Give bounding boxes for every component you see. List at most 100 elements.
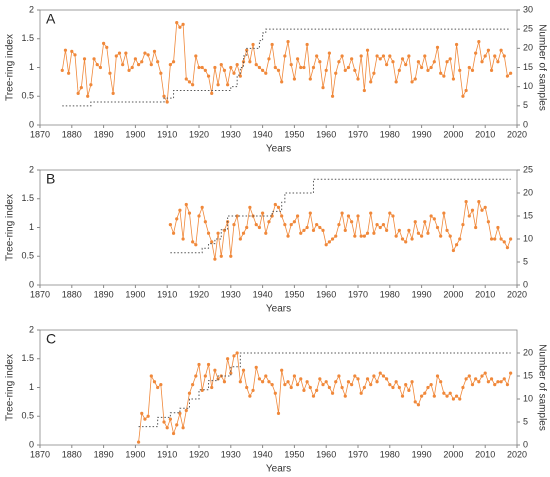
data-point <box>305 380 309 384</box>
data-point <box>400 237 405 241</box>
data-point <box>267 220 271 224</box>
data-point <box>454 243 459 247</box>
data-point <box>302 388 306 392</box>
data-point <box>343 68 347 72</box>
data-point <box>206 231 211 235</box>
y-tick-label: 0 <box>29 439 34 449</box>
data-point <box>206 362 211 367</box>
data-point <box>264 71 268 75</box>
data-point <box>365 48 370 52</box>
data-point <box>451 77 455 81</box>
data-point <box>295 214 300 218</box>
data-point <box>273 65 277 70</box>
x-tick-label: 1930 <box>221 129 241 139</box>
data-point <box>248 394 252 398</box>
data-point <box>337 223 341 227</box>
y-tick-label: 2 <box>29 164 34 174</box>
data-point <box>353 234 357 238</box>
data-point <box>270 383 274 387</box>
data-point <box>483 205 487 209</box>
x-tick-label: 2000 <box>443 289 463 299</box>
y2-tick-label: 5 <box>523 100 528 110</box>
data-point <box>442 391 446 395</box>
data-point <box>280 214 284 218</box>
data-point <box>302 65 306 70</box>
data-point <box>340 211 344 215</box>
data-point <box>509 237 513 241</box>
x-tick-label: 1980 <box>380 449 400 459</box>
data-point <box>416 231 421 235</box>
data-point <box>337 374 341 378</box>
data-point <box>496 60 500 64</box>
data-point <box>222 380 227 384</box>
data-point <box>334 71 338 75</box>
data-point <box>222 228 227 232</box>
x-tick-label: 1980 <box>380 129 400 139</box>
data-point <box>108 71 112 75</box>
data-point <box>385 228 389 232</box>
data-point <box>445 394 449 398</box>
data-point <box>308 211 312 215</box>
data-point <box>362 234 366 238</box>
data-point <box>435 45 440 49</box>
data-point <box>82 57 87 61</box>
data-point <box>248 205 252 209</box>
data-point <box>162 94 166 98</box>
x-tick-label: 1990 <box>412 289 432 299</box>
data-point <box>407 54 411 58</box>
y2-tick-label: 15 <box>523 370 533 380</box>
data-point <box>168 417 172 421</box>
data-point <box>254 63 258 67</box>
data-point <box>432 394 436 398</box>
data-point <box>493 54 497 58</box>
data-point <box>359 391 363 395</box>
data-point <box>346 380 351 384</box>
data-point <box>356 77 360 81</box>
data-point <box>413 77 417 81</box>
data-point <box>89 83 93 87</box>
data-point <box>448 57 452 61</box>
data-point <box>362 385 366 390</box>
data-point <box>442 74 446 78</box>
data-point <box>76 91 80 95</box>
data-point <box>280 368 284 372</box>
data-point <box>175 423 179 427</box>
data-point <box>146 414 150 418</box>
data-point <box>454 42 459 47</box>
data-point <box>257 377 262 381</box>
x-tick-label: 1870 <box>30 449 50 459</box>
data-point <box>334 234 338 238</box>
data-point <box>346 214 351 218</box>
data-point <box>222 68 227 72</box>
data-point <box>350 220 354 224</box>
data-point <box>400 394 405 398</box>
data-point <box>404 383 408 387</box>
data-point <box>327 51 331 55</box>
data-point <box>502 240 506 244</box>
data-point <box>146 53 150 57</box>
data-point <box>175 21 179 25</box>
data-point <box>191 83 195 87</box>
data-point <box>477 380 481 384</box>
x-tick-label: 1880 <box>62 129 82 139</box>
x-tick-label: 1940 <box>253 129 273 139</box>
data-point <box>350 57 354 61</box>
data-point <box>229 254 233 258</box>
x-tick-label: 2010 <box>475 289 495 299</box>
data-point <box>470 68 475 72</box>
data-point <box>330 237 335 241</box>
data-point <box>429 383 433 387</box>
y-tick-label: 0 <box>29 119 34 129</box>
data-point <box>121 63 125 67</box>
x-tick-label: 1950 <box>284 129 304 139</box>
data-point <box>305 42 309 47</box>
data-point <box>308 385 312 390</box>
data-point <box>420 234 424 238</box>
data-point <box>213 65 217 70</box>
data-point <box>410 380 414 384</box>
data-point <box>127 68 131 72</box>
sample-count-line <box>138 352 511 428</box>
data-point <box>232 71 236 75</box>
plot-frame <box>39 169 518 286</box>
